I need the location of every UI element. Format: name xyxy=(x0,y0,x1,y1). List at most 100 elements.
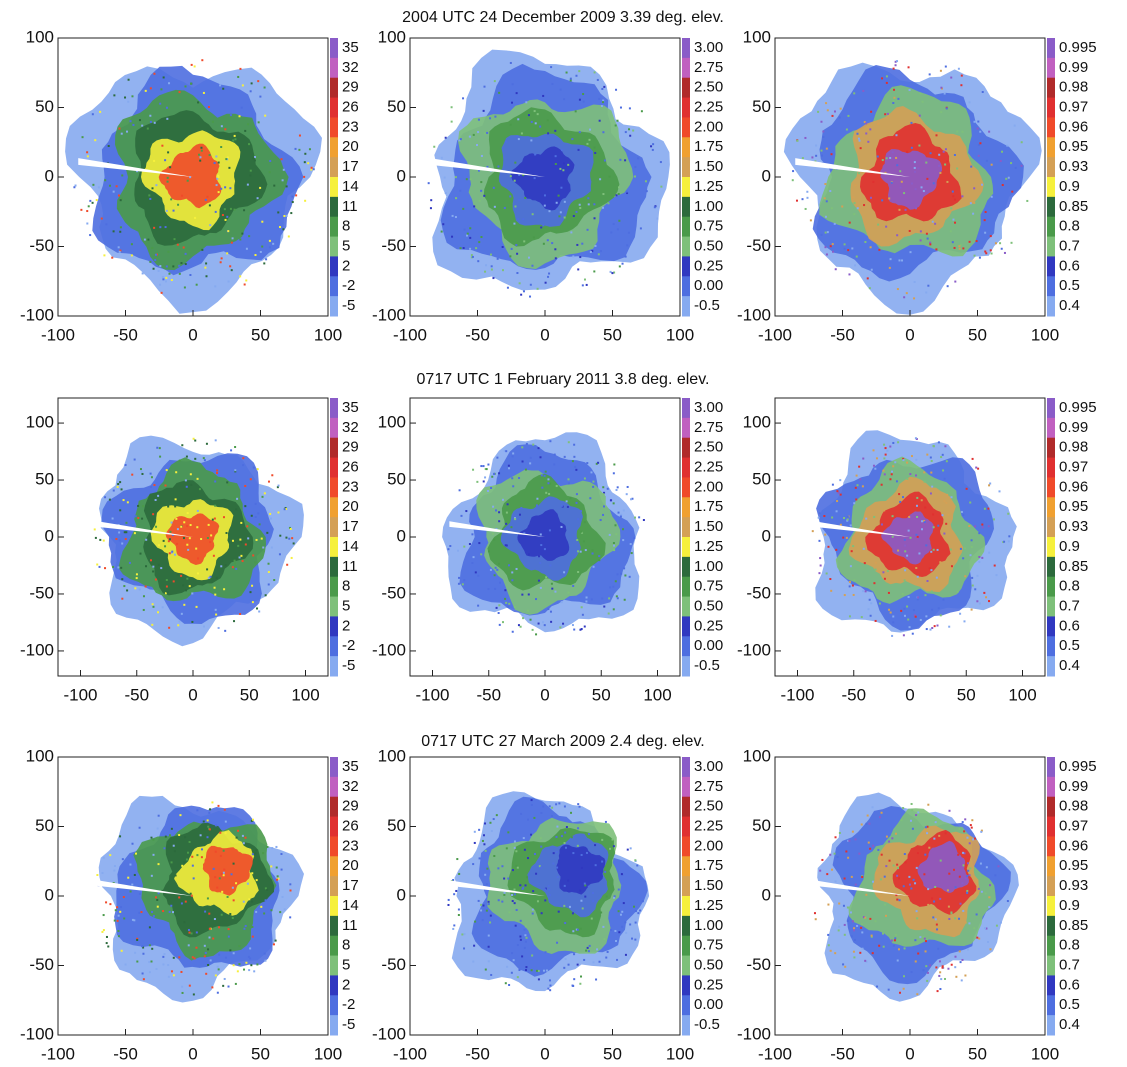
radar-speckle xyxy=(962,851,965,854)
radar-speckle xyxy=(511,571,514,574)
radar-speckle xyxy=(906,477,909,480)
radar-speckle xyxy=(929,492,932,495)
radar-speckle xyxy=(551,82,554,85)
radar-speckle xyxy=(858,172,861,175)
radar-speckle xyxy=(142,608,145,611)
radar-speckle xyxy=(862,916,865,919)
radar-speckle xyxy=(119,906,122,909)
colorbar-label: 0.97 xyxy=(1059,458,1088,475)
radar-speckle xyxy=(847,839,850,842)
radar-speckle xyxy=(984,892,987,895)
radar-speckle xyxy=(590,598,593,601)
radar-speckle xyxy=(535,872,538,875)
x-tick-label: 0 xyxy=(905,1044,914,1063)
radar-speckle xyxy=(138,892,141,895)
radar-speckle xyxy=(946,180,949,183)
radar-speckle xyxy=(112,565,115,568)
radar-speckle xyxy=(197,557,200,560)
radar-speckle xyxy=(588,944,591,947)
radar-speckle xyxy=(283,908,286,911)
radar-speckle xyxy=(247,955,250,958)
radar-speckle xyxy=(556,825,559,828)
radar-speckle xyxy=(235,836,238,839)
radar-speckle xyxy=(817,516,820,519)
radar-panel xyxy=(93,435,304,647)
colorbar-segment xyxy=(682,296,690,317)
radar-speckle xyxy=(180,970,183,973)
radar-speckle xyxy=(240,106,243,109)
radar-speckle xyxy=(954,955,957,958)
colorbar-segment xyxy=(330,157,338,178)
radar-speckle xyxy=(942,598,945,601)
colorbar-segment xyxy=(1047,975,1055,996)
radar-speckle xyxy=(170,278,173,281)
radar-speckle xyxy=(99,110,102,113)
radar-speckle xyxy=(231,539,234,542)
radar-speckle xyxy=(842,963,845,966)
radar-speckle xyxy=(164,545,167,548)
radar-speckle xyxy=(529,618,532,621)
radar-speckle xyxy=(577,803,580,806)
radar-speckle xyxy=(427,182,430,185)
colorbar-label: 1.25 xyxy=(694,897,723,914)
colorbar-label: 32 xyxy=(342,59,359,76)
colorbar-segment xyxy=(330,636,338,657)
radar-speckle xyxy=(865,132,868,135)
radar-speckle xyxy=(480,154,483,157)
colorbar-segment xyxy=(330,616,338,637)
radar-speckle xyxy=(592,565,595,568)
radar-speckle xyxy=(473,944,476,947)
radar-speckle xyxy=(964,575,967,578)
radar-speckle xyxy=(593,71,596,74)
radar-speckle xyxy=(484,270,487,273)
radar-speckle xyxy=(917,596,920,599)
radar-speckle xyxy=(217,176,220,179)
x-tick-label: 0 xyxy=(188,1044,197,1063)
radar-speckle xyxy=(188,585,191,588)
radar-speckle xyxy=(533,177,536,180)
radar-speckle xyxy=(508,911,511,914)
radar-speckle xyxy=(164,592,167,595)
colorbar-segment xyxy=(682,836,690,857)
radar-speckle xyxy=(834,952,837,955)
radar-speckle xyxy=(984,250,987,253)
radar-speckle xyxy=(983,591,986,594)
colorbar-label: 3.00 xyxy=(694,758,723,775)
radar-speckle xyxy=(869,196,872,199)
radar-speckle xyxy=(622,902,625,905)
radar-speckle xyxy=(102,929,105,932)
radar-speckle xyxy=(517,138,520,141)
radar-speckle xyxy=(956,590,959,593)
radar-speckle xyxy=(555,485,558,488)
radar-speckle xyxy=(959,902,962,905)
beam-blockage xyxy=(430,877,545,896)
radar-speckle xyxy=(498,472,501,475)
radar-speckle xyxy=(246,525,249,528)
radar-speckle xyxy=(129,120,132,123)
radar-speckle xyxy=(906,895,909,898)
radar-speckle xyxy=(133,532,136,535)
x-tick-label: -50 xyxy=(124,685,149,704)
radar-speckle xyxy=(884,171,887,174)
radar-speckle xyxy=(550,582,553,585)
radar-speckle xyxy=(853,579,856,582)
radar-speckle xyxy=(178,264,181,267)
radar-speckle xyxy=(564,831,567,834)
colorbar-segment xyxy=(682,216,690,238)
radar-speckle xyxy=(291,195,294,198)
radar-speckle xyxy=(602,513,605,516)
radar-speckle xyxy=(164,226,167,229)
radar-speckle xyxy=(170,521,173,524)
radar-speckle xyxy=(591,249,594,252)
radar-speckle xyxy=(923,480,926,483)
radar-speckle xyxy=(250,82,253,85)
radar-speckle xyxy=(178,834,181,837)
radar-speckle xyxy=(580,853,583,856)
beam-blockage xyxy=(97,521,193,537)
radar-speckle xyxy=(198,488,201,491)
radar-speckle xyxy=(656,217,659,220)
radar-speckle xyxy=(94,139,97,142)
radar-speckle xyxy=(968,842,971,845)
radar-speckle xyxy=(511,630,514,633)
radar-speckle xyxy=(466,232,469,235)
